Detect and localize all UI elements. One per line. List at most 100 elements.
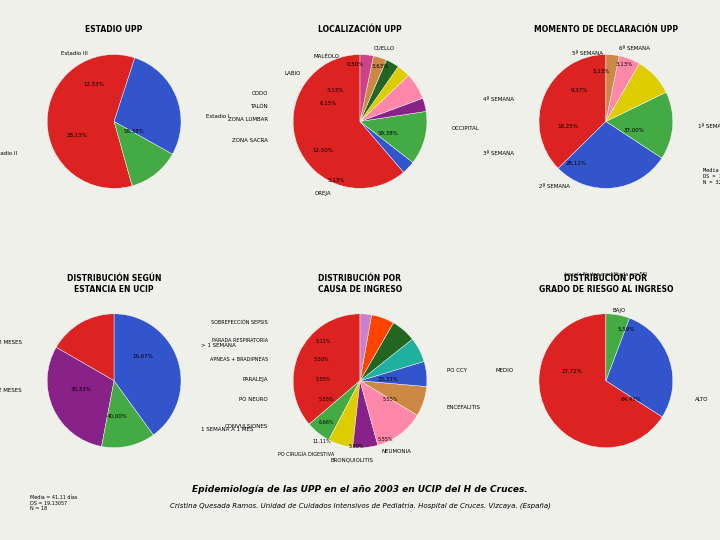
- Text: 3,13%: 3,13%: [616, 62, 633, 68]
- Wedge shape: [114, 122, 173, 186]
- Text: PO CIRUGÍA DIGESTIVA: PO CIRUGÍA DIGESTIVA: [279, 452, 335, 457]
- Text: > 1 SEMANA: > 1 SEMANA: [201, 343, 236, 348]
- Text: Estadio II: Estadio II: [0, 151, 17, 156]
- Text: (escala Norton modificada por EK): (escala Norton modificada por EK): [564, 272, 648, 277]
- Wedge shape: [293, 55, 403, 188]
- Text: 5,59%: 5,59%: [617, 327, 634, 332]
- Text: PO CCY: PO CCY: [447, 368, 467, 373]
- Wedge shape: [558, 122, 662, 188]
- Title: DISTRIBUCIÓN SEGÚN
ESTANCIA EN UCIP: DISTRIBUCIÓN SEGÚN ESTANCIA EN UCIP: [67, 274, 161, 294]
- Text: Cristina Quesada Ramos. Unidad de Cuidados Intensivos de Pediatría. Hospital de : Cristina Quesada Ramos. Unidad de Cuidad…: [170, 503, 550, 510]
- Text: CONVULSIONES: CONVULSIONES: [225, 423, 268, 429]
- Text: 5,11%: 5,11%: [315, 338, 331, 343]
- Text: CUELLO: CUELLO: [374, 45, 395, 51]
- Title: LOCALIZACIÓN UPP: LOCALIZACIÓN UPP: [318, 25, 402, 34]
- Text: 4ª SEMANA: 4ª SEMANA: [483, 97, 514, 103]
- Wedge shape: [360, 98, 426, 122]
- Text: 40,00%: 40,00%: [107, 414, 128, 418]
- Text: 5,50%: 5,50%: [314, 357, 329, 362]
- Wedge shape: [360, 361, 427, 387]
- Text: 2ª SEMANA: 2ª SEMANA: [539, 184, 570, 190]
- Text: 5,55%: 5,55%: [377, 437, 393, 442]
- Text: 3,13%: 3,13%: [326, 87, 343, 92]
- Wedge shape: [329, 381, 360, 447]
- Wedge shape: [360, 323, 413, 381]
- Wedge shape: [606, 64, 666, 122]
- Title: ESTADIO UPP: ESTADIO UPP: [86, 25, 143, 34]
- Text: 0,50%: 0,50%: [346, 62, 364, 68]
- Text: 30,33%: 30,33%: [71, 387, 91, 392]
- Text: 33,33%: 33,33%: [378, 377, 399, 382]
- Text: 5,55%: 5,55%: [382, 397, 398, 402]
- Text: NEUMONIA: NEUMONIA: [382, 449, 412, 454]
- Text: 5,55%: 5,55%: [319, 397, 334, 402]
- Text: 5ª SEMANA: 5ª SEMANA: [572, 51, 603, 56]
- Text: 5,50%: 5,50%: [349, 444, 364, 449]
- Text: 3ª SEMANA: 3ª SEMANA: [483, 151, 514, 156]
- Text: 3,63%: 3,63%: [372, 64, 389, 69]
- Text: 59,38%: 59,38%: [378, 131, 399, 136]
- Wedge shape: [114, 314, 181, 435]
- Text: 12,50%: 12,50%: [312, 147, 333, 153]
- Wedge shape: [360, 111, 427, 163]
- Wedge shape: [309, 381, 360, 440]
- Text: 64,43%: 64,43%: [621, 397, 642, 402]
- Text: PARADA RESPIRATORIA: PARADA RESPIRATORIA: [212, 338, 268, 343]
- Wedge shape: [360, 56, 387, 122]
- Text: PARALEJA: PARALEJA: [243, 377, 268, 382]
- Wedge shape: [606, 55, 619, 122]
- Text: Estadio I: Estadio I: [206, 114, 230, 119]
- Wedge shape: [539, 314, 662, 448]
- Text: 5,55%: 5,55%: [315, 377, 331, 382]
- Text: 11,11%: 11,11%: [312, 438, 330, 444]
- Text: 37,00%: 37,00%: [624, 127, 645, 132]
- Wedge shape: [539, 55, 606, 168]
- Text: LABIO: LABIO: [284, 71, 301, 76]
- Wedge shape: [360, 122, 413, 172]
- Text: 1 MES A 2 MESES: 1 MES A 2 MESES: [0, 388, 22, 394]
- Text: 16,67%: 16,67%: [132, 353, 153, 359]
- Wedge shape: [353, 381, 378, 448]
- Text: CODO: CODO: [251, 91, 268, 96]
- Text: Media = 41,11 días
DS = 19,13057
N = 18: Media = 41,11 días DS = 19,13057 N = 18: [30, 495, 78, 511]
- Text: SOBREFECCIÓN SEPSIS: SOBREFECCIÓN SEPSIS: [211, 320, 268, 325]
- Text: 27,72%: 27,72%: [562, 368, 583, 373]
- Wedge shape: [360, 314, 372, 381]
- Text: TALÓN: TALÓN: [251, 104, 268, 109]
- Wedge shape: [360, 55, 374, 122]
- Wedge shape: [102, 381, 153, 448]
- Text: Epidemiología de las UPP en el año 2003 en UCIP del H de Cruces.: Epidemiología de las UPP en el año 2003 …: [192, 485, 528, 494]
- Text: 6ª SEMANA: 6ª SEMANA: [619, 45, 650, 51]
- Wedge shape: [48, 347, 114, 447]
- Text: 28,12%: 28,12%: [565, 161, 586, 166]
- Text: OREJA: OREJA: [315, 191, 331, 196]
- Title: DISTRIBUCIÓN POR
GRADO DE RIESGO AL INGRESO: DISTRIBUCIÓN POR GRADO DE RIESGO AL INGR…: [539, 274, 673, 294]
- Text: MALÉOLO: MALÉOLO: [313, 54, 339, 59]
- Wedge shape: [360, 381, 418, 446]
- Wedge shape: [56, 314, 114, 381]
- Text: 5,13%: 5,13%: [592, 69, 610, 74]
- Text: 1 SEMANA A 1 MES: 1 SEMANA A 1 MES: [201, 427, 253, 432]
- Text: 9,37%: 9,37%: [570, 87, 588, 92]
- Wedge shape: [606, 56, 639, 122]
- Text: BAJO: BAJO: [613, 308, 626, 313]
- Title: DISTRIBUCIÓN POR
CAUSA DE INGRESO: DISTRIBUCIÓN POR CAUSA DE INGRESO: [318, 274, 402, 294]
- Text: 28,13%: 28,13%: [67, 132, 88, 137]
- Title: MOMENTO DE DECLARACIÓN UPP: MOMENTO DE DECLARACIÓN UPP: [534, 25, 678, 34]
- Text: ENCEFALITIS: ENCEFALITIS: [447, 405, 481, 410]
- Text: Media = 11,96 días
DS = 13,836
N = 32: Media = 11,96 días DS = 13,836 N = 32: [703, 168, 720, 185]
- Wedge shape: [360, 315, 393, 381]
- Text: BRONQUIOLITIS: BRONQUIOLITIS: [330, 457, 373, 462]
- Text: APNEAS + BRADIPNEAS: APNEAS + BRADIPNEAS: [210, 357, 268, 362]
- Wedge shape: [360, 381, 427, 415]
- Text: 6,66%: 6,66%: [319, 420, 334, 425]
- Wedge shape: [606, 318, 672, 417]
- Text: ZONA SACRA: ZONA SACRA: [232, 138, 268, 143]
- Wedge shape: [114, 58, 181, 154]
- Wedge shape: [360, 60, 398, 122]
- Text: 12,53%: 12,53%: [84, 82, 104, 87]
- Wedge shape: [293, 314, 360, 424]
- Wedge shape: [48, 55, 135, 188]
- Text: 59,38%: 59,38%: [124, 129, 145, 134]
- Text: OCCIPITAL: OCCIPITAL: [452, 126, 480, 131]
